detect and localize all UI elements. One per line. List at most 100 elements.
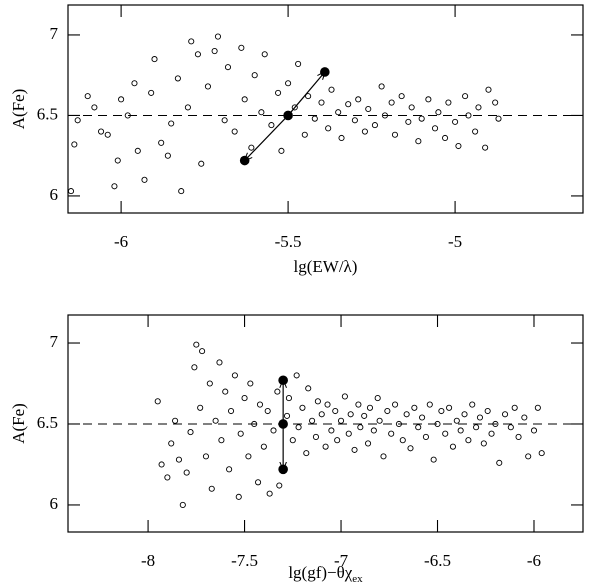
data-point — [521, 414, 528, 421]
data-point — [408, 104, 415, 111]
data-point — [197, 404, 204, 411]
data-point — [434, 420, 441, 428]
data-point — [371, 122, 378, 129]
data-point — [337, 417, 345, 424]
data-point — [314, 398, 321, 405]
data-point — [241, 96, 248, 103]
data-point — [365, 105, 372, 113]
data-point — [114, 157, 121, 164]
arrow — [287, 72, 325, 116]
data-point — [525, 453, 532, 460]
data-point — [151, 56, 158, 63]
data-point — [191, 364, 198, 371]
data-point — [199, 348, 206, 355]
data-point — [164, 152, 171, 159]
data-point — [251, 72, 258, 79]
data-point — [355, 401, 362, 408]
data-point — [361, 412, 368, 419]
x-axis-label-main: lg(EW/λ) — [294, 257, 358, 276]
data-point — [224, 64, 232, 71]
data-point — [208, 485, 215, 492]
data-point — [422, 433, 429, 440]
data-point — [283, 412, 291, 419]
data-point — [141, 176, 148, 183]
data-point — [324, 401, 331, 408]
data-point — [172, 417, 179, 424]
data-point — [71, 141, 78, 148]
y-tick-label: 7 — [50, 332, 59, 351]
data-point — [384, 407, 391, 415]
data-point — [237, 430, 244, 437]
data-point — [435, 109, 442, 116]
data-point — [168, 120, 175, 127]
data-point — [214, 33, 222, 40]
data-point — [84, 93, 91, 100]
data-point — [276, 482, 283, 489]
y-tick-label: 6 — [50, 185, 59, 204]
data-point — [178, 188, 185, 195]
data-point — [431, 125, 439, 132]
highlight-point — [278, 464, 288, 475]
data-point — [291, 104, 298, 111]
x-tick-label: -7 — [334, 551, 349, 570]
data-point — [538, 450, 545, 457]
data-point — [534, 404, 541, 411]
data-point — [480, 440, 487, 447]
y-axis-label: A(Fe) — [9, 89, 28, 130]
data-point — [247, 380, 254, 387]
data-point — [430, 456, 437, 463]
data-point — [293, 372, 300, 379]
data-point — [496, 459, 503, 466]
highlight-point — [278, 375, 288, 386]
data-point — [418, 115, 425, 122]
data-point — [311, 115, 318, 122]
data-point — [465, 437, 472, 444]
data-point — [124, 112, 131, 119]
data-point — [111, 183, 118, 190]
data-point — [492, 420, 499, 428]
y-axis-label: A(Fe) — [9, 403, 28, 444]
data-point — [266, 490, 273, 497]
data-point — [332, 407, 339, 415]
data-point — [495, 115, 502, 122]
data-point — [370, 427, 377, 434]
data-point — [154, 398, 161, 405]
data-point — [131, 80, 138, 87]
data-point — [260, 443, 267, 450]
data-point — [334, 437, 341, 444]
data-point — [322, 443, 329, 450]
data-point — [174, 75, 181, 82]
data-point — [388, 430, 395, 437]
data-point — [328, 86, 335, 93]
data-point — [221, 117, 228, 124]
data-point — [461, 411, 468, 418]
data-point — [218, 437, 225, 444]
data-point — [211, 47, 218, 55]
data-point — [395, 420, 402, 428]
data-point — [295, 60, 302, 67]
highlight-point — [239, 155, 250, 166]
data-point — [274, 388, 281, 395]
data-point — [345, 430, 352, 437]
data-point — [335, 109, 342, 116]
data-point — [264, 407, 271, 415]
data-point — [258, 109, 265, 116]
data-point — [445, 99, 452, 106]
data-point — [198, 160, 205, 167]
data-point — [312, 433, 319, 440]
data-point — [501, 411, 509, 418]
data-point — [475, 104, 482, 111]
data-point — [318, 411, 325, 418]
x-tick-label: -7.5 — [231, 551, 258, 570]
data-point — [374, 395, 381, 402]
data-point — [255, 479, 262, 486]
data-point — [168, 440, 175, 447]
data-point — [256, 401, 264, 408]
x-tick-label: -6 — [114, 232, 128, 251]
data-point — [378, 83, 385, 90]
data-point — [299, 404, 306, 411]
data-point — [188, 38, 195, 45]
data-point — [206, 380, 213, 387]
data-point — [226, 466, 233, 473]
data-point — [462, 93, 469, 100]
